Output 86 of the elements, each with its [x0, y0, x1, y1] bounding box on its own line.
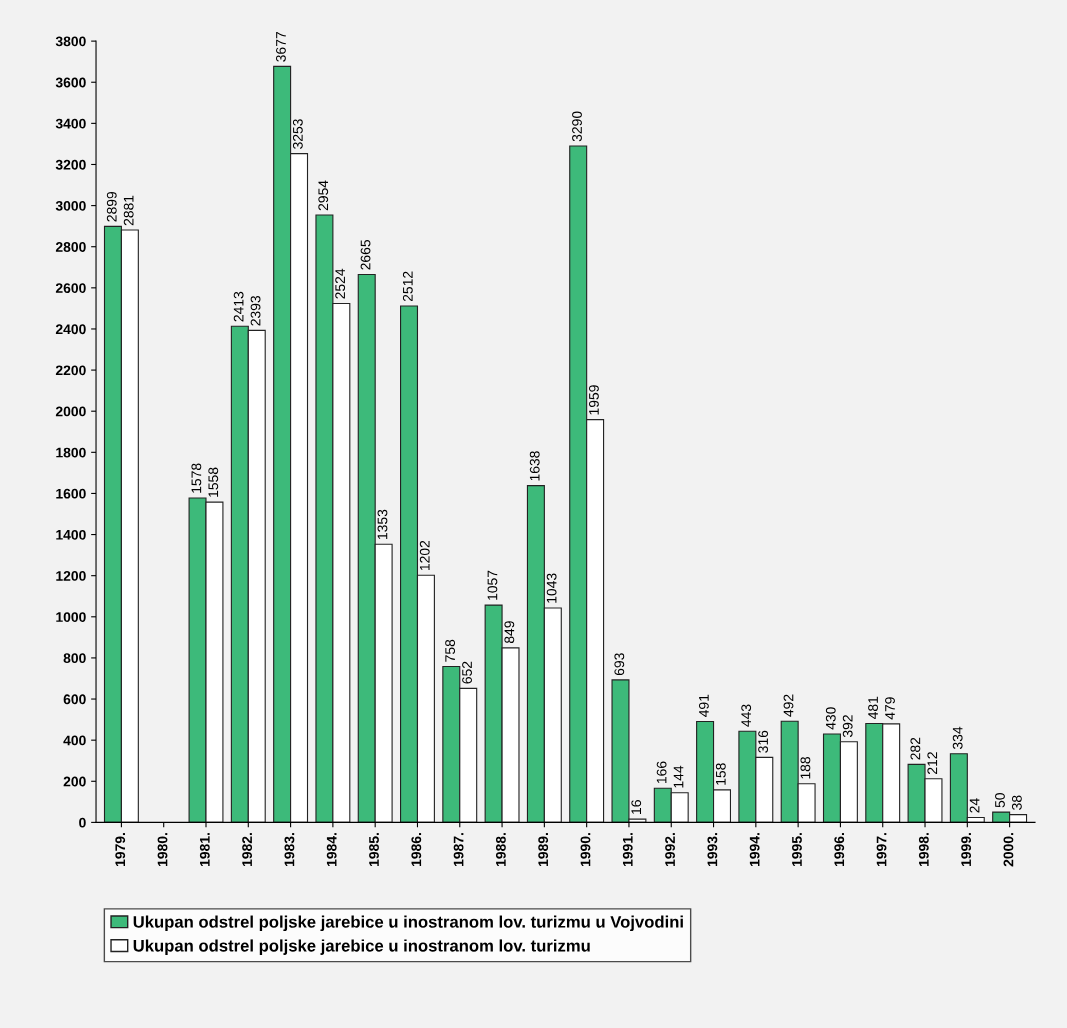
y-tick-label: 400	[63, 735, 86, 746]
data-label: 1202	[419, 540, 430, 571]
data-label: 2413	[233, 291, 244, 322]
y-tick-label: 3000	[55, 200, 86, 211]
x-tick-label: 1980.	[157, 833, 168, 866]
x-tick-label: 1986.	[411, 833, 422, 866]
y-tick-label: 800	[63, 653, 86, 664]
data-label: 212	[927, 752, 938, 774]
data-label: 282	[910, 737, 921, 760]
x-tick-label: 1988.	[495, 833, 506, 866]
x-tick-label: 1982.	[242, 833, 253, 866]
data-label: 2524	[335, 268, 346, 299]
x-tick-label: 2000.	[1003, 833, 1014, 867]
y-tick-label: 600	[63, 694, 86, 705]
data-label: 1057	[487, 570, 498, 600]
data-label: 849	[504, 621, 515, 644]
data-label: 1558	[208, 467, 219, 497]
x-tick-label: 1987.	[453, 833, 464, 866]
x-tick-label: 1983.	[284, 833, 295, 866]
y-tick-label: 2200	[55, 365, 86, 376]
x-tick-label: 1996.	[834, 833, 845, 866]
x-tick-label: 1992.	[665, 833, 675, 866]
data-label: 2393	[250, 295, 261, 326]
data-label: 188	[800, 757, 811, 779]
x-tick-label: 1989.	[538, 833, 549, 866]
y-tick-label: 0	[79, 817, 86, 828]
data-label: 479	[885, 697, 895, 720]
data-label: 3290	[572, 111, 582, 142]
x-tick-label: 1985.	[369, 833, 379, 866]
data-label: 1043	[546, 573, 557, 603]
y-tick-label: 3200	[55, 159, 86, 170]
data-label: 430	[825, 707, 836, 730]
x-tick-label: 1994.	[749, 833, 760, 866]
data-label: 481	[868, 696, 878, 720]
x-tick-label: 1995.	[792, 833, 802, 866]
data-label: 443	[741, 704, 752, 727]
data-label: 392	[842, 715, 853, 738]
data-label: 166	[656, 761, 667, 784]
y-tick-label: 2800	[55, 242, 86, 252]
data-label: 652	[462, 661, 472, 684]
data-label: 316	[758, 730, 769, 753]
x-tick-label: 1998.	[918, 833, 929, 866]
y-tick-label: 3800	[55, 36, 86, 47]
data-label: 3253	[292, 119, 303, 149]
y-tick-label: 1600	[56, 488, 86, 499]
y-tick-label: 3400	[55, 118, 86, 129]
data-label: 2512	[402, 271, 413, 302]
y-tick-label: 2600	[55, 283, 86, 294]
y-tick-label: 1400	[56, 529, 86, 540]
data-label: 2954	[318, 180, 329, 211]
data-label: 1353	[377, 509, 388, 539]
data-label: 144	[673, 765, 684, 788]
y-tick-label: 3600	[55, 77, 86, 88]
x-tick-label: 1991.	[622, 833, 633, 866]
x-tick-label: 1981.	[199, 833, 210, 866]
data-label: 50	[995, 793, 1005, 808]
legend-label: Ukupan odstrel poljske jarebice u inostranom lov. turizmu u Vojvodini	[133, 915, 683, 932]
y-tick-label: 200	[63, 776, 86, 787]
data-label: 2899	[106, 191, 117, 222]
data-label: 693	[614, 653, 625, 676]
x-tick-label: 1997.	[876, 833, 887, 866]
data-label: 491	[698, 694, 709, 717]
y-tick-label: 1800	[56, 447, 86, 458]
y-tick-label: 2400	[55, 324, 86, 335]
x-tick-label: 1990.	[580, 833, 591, 866]
data-label: 16	[631, 800, 642, 814]
data-label: 492	[783, 694, 794, 717]
data-label: 3677	[276, 32, 286, 62]
x-tick-label: 1993.	[707, 833, 718, 866]
data-label: 158	[715, 763, 726, 785]
x-tick-label: 1984.	[326, 833, 337, 866]
data-label: 334	[952, 726, 963, 750]
data-label: 24	[969, 798, 980, 813]
y-tick-label: 2000	[55, 406, 86, 417]
data-label: 1578	[191, 463, 202, 493]
data-label: 38	[1011, 795, 1022, 810]
x-tick-label: 1979.	[115, 833, 126, 866]
data-label: 1638	[529, 451, 540, 481]
data-label: 758	[445, 639, 456, 662]
y-tick-label: 1200	[56, 571, 86, 581]
legend-label: Ukupan odstrel poljske jarebice u inostranom lov. turizmu	[133, 939, 590, 955]
data-label: 1959	[589, 385, 599, 415]
x-tick-label: 1999.	[961, 833, 972, 866]
data-label: 2665	[360, 239, 371, 270]
y-tick-label: 1000	[56, 612, 86, 622]
data-label: 2881	[123, 195, 134, 226]
